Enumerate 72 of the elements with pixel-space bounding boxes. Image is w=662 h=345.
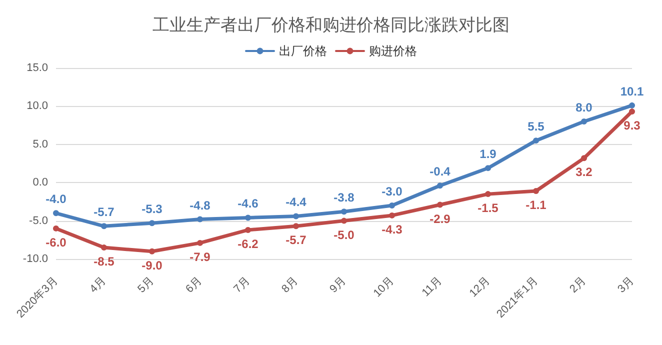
point [533, 188, 539, 194]
data-label: 8.0 [576, 100, 593, 114]
y-tick-label: 5.0 [32, 138, 48, 150]
data-label: -4.8 [190, 198, 211, 212]
data-label: -0.4 [430, 164, 451, 179]
data-label: -5.7 [94, 205, 115, 220]
point [389, 212, 395, 218]
data-label: -6.2 [238, 236, 259, 251]
data-label: -4.6 [238, 196, 259, 211]
data-label: 5.5 [528, 120, 545, 134]
x-tick-label: 12月 [467, 274, 492, 300]
data-label: 9.3 [624, 118, 641, 133]
legend-label: 出厂价格 [279, 44, 327, 58]
x-tick-label: 10月 [371, 274, 396, 300]
y-tick-label: -5.0 [29, 214, 48, 227]
point [197, 240, 203, 246]
point [101, 244, 107, 251]
point [389, 202, 395, 209]
point [581, 155, 587, 162]
point [437, 182, 443, 189]
y-tick-label: 15.0 [26, 62, 48, 74]
data-label: 10.1 [620, 84, 644, 98]
x-tick-label: 3月 [616, 274, 636, 296]
data-label: -7.9 [190, 250, 211, 264]
point [53, 225, 59, 232]
data-label: -4.3 [382, 222, 403, 236]
point [293, 213, 299, 220]
x-tick-label: 9月 [328, 274, 348, 296]
data-label: -1.1 [526, 198, 547, 212]
data-label: -5.3 [142, 202, 163, 216]
point [197, 216, 203, 222]
point [245, 226, 251, 233]
data-label: -4.4 [286, 195, 307, 210]
data-label: -4.0 [46, 192, 67, 206]
point [293, 223, 299, 230]
x-tick-label: 4月 [88, 274, 108, 296]
data-label: -3.8 [334, 190, 355, 205]
y-tick-label: 0.0 [32, 176, 48, 189]
data-label: 1.9 [480, 147, 497, 162]
point [629, 102, 635, 108]
point [149, 220, 155, 226]
x-tick-label: 2月 [568, 274, 588, 296]
data-label: -1.5 [478, 201, 499, 216]
point [149, 248, 155, 254]
data-label: -8.5 [94, 254, 115, 269]
legend-label: 购进价格 [369, 44, 417, 58]
data-label: -3.0 [382, 184, 403, 199]
point [485, 191, 491, 198]
chart-title: 工业生产者出厂价格和购进价格同比涨跌对比图 [152, 16, 510, 36]
data-label: -9.0 [142, 258, 163, 272]
x-tick-label: 7月 [232, 274, 252, 296]
point [533, 138, 539, 144]
point [101, 223, 107, 230]
point [485, 165, 491, 172]
data-label: 3.2 [576, 165, 593, 180]
x-tick-label: 8月 [280, 274, 300, 296]
y-tick-label: -10.0 [22, 253, 48, 265]
point [437, 202, 443, 208]
point [629, 108, 635, 115]
point [245, 214, 251, 221]
point [53, 210, 59, 216]
point [341, 208, 347, 215]
x-tick-label: 6月 [184, 274, 204, 296]
x-tick-label: 11月 [420, 274, 444, 300]
data-label: -5.7 [286, 233, 307, 248]
point [581, 118, 587, 124]
data-label: -6.0 [46, 235, 67, 250]
point [341, 218, 347, 224]
x-tick-label: 5月 [136, 274, 156, 296]
data-label: -2.9 [430, 212, 451, 226]
data-label: -5.0 [334, 228, 355, 242]
y-tick-label: 10.0 [26, 100, 48, 112]
